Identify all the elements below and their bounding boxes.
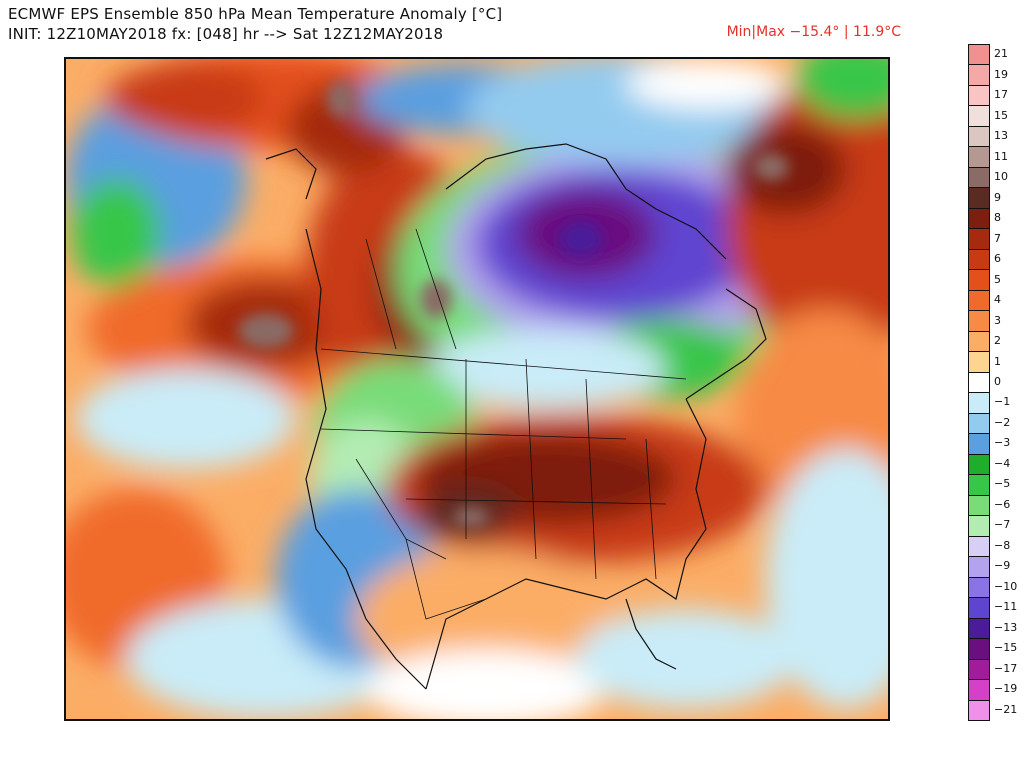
colorbar-label: 1	[994, 354, 1001, 368]
colorbar-swatch	[968, 515, 990, 537]
colorbar-swatch	[968, 207, 990, 230]
map-title: ECMWF EPS Ensemble 850 hPa Mean Temperat…	[8, 5, 503, 23]
title-block: ECMWF EPS Ensemble 850 hPa Mean Temperat…	[8, 4, 502, 44]
colorbar-label: −11	[994, 600, 1018, 614]
colorbar-swatch	[968, 535, 990, 558]
anomaly-extremes	[238, 81, 789, 527]
colorbar-swatch	[968, 658, 990, 681]
colorbar-swatch	[968, 453, 990, 476]
colorbar-label: 8	[994, 211, 1001, 225]
colorbar-label: 7	[994, 231, 1001, 245]
colorbar-label: 19	[994, 67, 1008, 81]
init-forecast-line: INIT: 12Z10MAY2018 fx: [048] hr --> Sat …	[8, 25, 444, 43]
colorbar-label: 4	[994, 293, 1001, 307]
colorbar-swatch	[968, 330, 990, 353]
colorbar-swatch	[968, 248, 990, 271]
colorbar-swatch	[968, 679, 990, 701]
colorbar-label: 5	[994, 272, 1001, 286]
colorbar-label: −1	[994, 395, 1011, 409]
colorbar-label: 6	[994, 252, 1001, 266]
colorbar-swatch	[968, 289, 990, 312]
colorbar-swatch	[968, 84, 990, 107]
colorbar-swatch	[968, 392, 990, 414]
colorbar-swatch	[968, 494, 990, 517]
colorbar-label: −5	[994, 477, 1011, 491]
colorbar-label: −7	[994, 518, 1011, 532]
colorbar-swatch	[968, 699, 990, 721]
colorbar-label: −6	[994, 497, 1011, 511]
colorbar-label: −15	[994, 641, 1018, 655]
colorbar-swatch	[968, 146, 990, 168]
colorbar-label: 2	[994, 334, 1001, 348]
colorbar-swatch	[968, 228, 990, 250]
colorbar-swatch	[968, 187, 990, 209]
colorbar-label: −2	[994, 415, 1011, 429]
colorbar-label: 13	[994, 129, 1008, 143]
colorbar-label: −8	[994, 538, 1011, 552]
colorbar-label: 15	[994, 108, 1008, 122]
colorbar-swatch	[968, 166, 990, 189]
anomaly-map-canvas	[66, 59, 888, 719]
colorbar-label: −13	[994, 620, 1018, 634]
anomaly-field	[66, 59, 888, 719]
colorbar-swatch	[968, 638, 990, 660]
colorbar-label: 17	[994, 88, 1008, 102]
colorbar-swatch	[968, 371, 990, 394]
colorbar-label: −3	[994, 436, 1011, 450]
colorbar-label: 3	[994, 313, 1001, 327]
colorbar-label: −19	[994, 682, 1018, 696]
colorbar-label: −10	[994, 579, 1018, 593]
colorbar-label: 21	[994, 47, 1008, 61]
colorbar-label: 9	[994, 190, 1001, 204]
min-max-readout: Min|Max −15.4° | 11.9°C	[726, 24, 901, 40]
colorbar-label: −21	[994, 702, 1018, 716]
colorbar-label: 10	[994, 170, 1008, 184]
colorbar	[968, 44, 990, 721]
colorbar-swatch	[968, 617, 990, 640]
colorbar-swatch	[968, 351, 990, 373]
colorbar-swatch	[968, 474, 990, 496]
colorbar-swatch	[968, 310, 990, 332]
colorbar-swatch	[968, 269, 990, 291]
anomaly-map	[64, 57, 890, 721]
colorbar-label: −9	[994, 559, 1011, 573]
colorbar-swatch	[968, 556, 990, 578]
colorbar-swatch	[968, 576, 990, 599]
colorbar-label: 11	[994, 149, 1008, 163]
colorbar-swatch	[968, 433, 990, 455]
colorbar-swatch	[968, 597, 990, 619]
colorbar-swatch	[968, 105, 990, 127]
colorbar-swatch	[968, 64, 990, 86]
colorbar-swatch	[968, 125, 990, 148]
colorbar-label: −17	[994, 661, 1018, 675]
colorbar-label: −4	[994, 456, 1011, 470]
political-borders	[320, 228, 687, 620]
colorbar-label: 0	[994, 375, 1001, 388]
colorbar-swatch	[968, 412, 990, 435]
colorbar-swatch	[968, 44, 990, 66]
